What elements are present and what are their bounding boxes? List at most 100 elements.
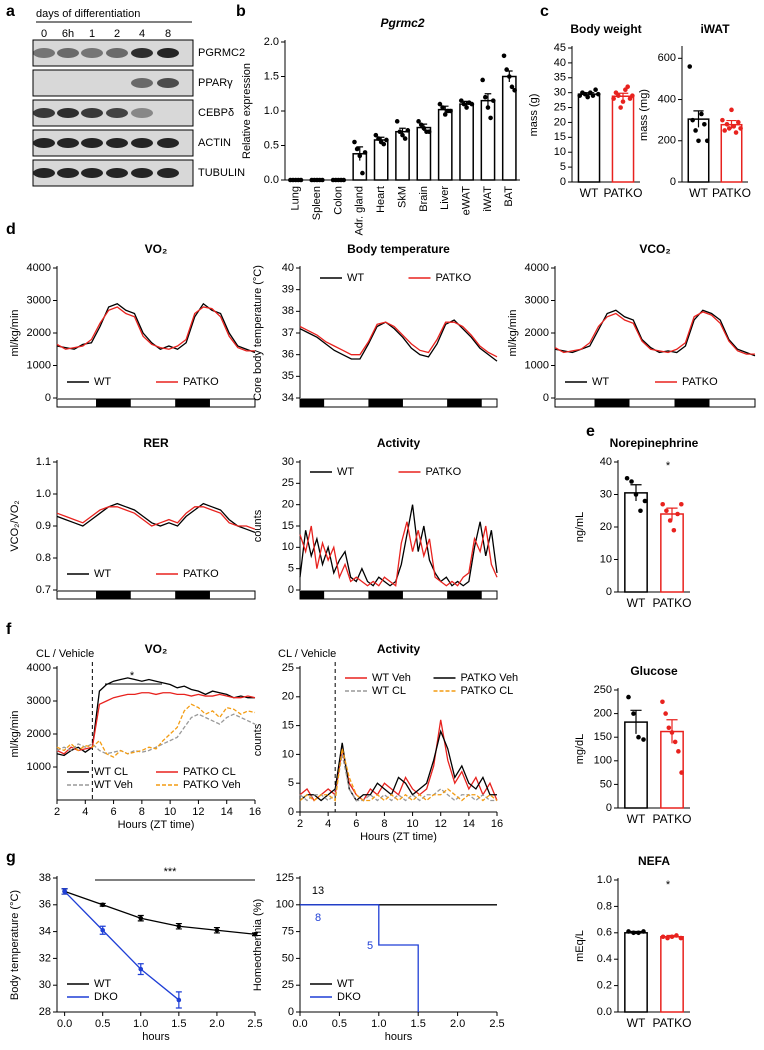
series-line	[299, 521, 498, 587]
y-tick-label: 250	[594, 684, 612, 696]
x-tick-label: Colon	[332, 186, 344, 215]
y-tick-label: 3000	[27, 294, 51, 306]
y-tick-label: 28	[39, 1006, 51, 1018]
series-line	[299, 321, 498, 358]
lane-label: 0	[41, 28, 47, 40]
data-point	[699, 111, 704, 117]
data-point	[624, 475, 630, 481]
protein-label: PGRMC2	[198, 47, 245, 59]
lane-label: 6h	[62, 28, 74, 40]
light-dark-period	[628, 398, 676, 408]
light-dark-period	[401, 590, 449, 600]
legend-label: PATKO	[426, 466, 462, 478]
data-point	[176, 997, 182, 1003]
data-point	[660, 501, 665, 507]
legend-label: WT	[592, 376, 609, 388]
x-tick-label: 12	[435, 818, 447, 830]
y-tick-label: 1.5	[264, 70, 279, 82]
x-tick-label: PATKO	[604, 186, 643, 200]
data-point	[100, 902, 105, 908]
y-tick-label: 0	[606, 586, 612, 598]
lane-label: 1	[89, 28, 95, 40]
data-point	[631, 930, 636, 936]
y-tick-label: 2000	[525, 327, 549, 339]
series-line	[299, 504, 498, 587]
x-tick-label: WT	[580, 186, 599, 200]
data-point	[620, 99, 626, 104]
y-tick-label: 5	[560, 161, 566, 173]
y-tick-label: 0.0	[597, 1006, 612, 1018]
data-point	[704, 138, 710, 144]
y-axis-label: counts	[252, 509, 264, 542]
legend-label: PATKO	[183, 568, 219, 580]
light-dark-period	[674, 398, 710, 408]
data-point	[660, 699, 665, 705]
data-point	[442, 112, 448, 117]
blot-band	[131, 138, 153, 148]
data-point	[448, 108, 453, 114]
x-tick-label: 14	[221, 806, 233, 818]
y-tick-label: 34	[282, 392, 294, 404]
data-point	[405, 128, 411, 133]
series-line	[56, 677, 255, 757]
blot-band	[106, 108, 128, 118]
data-point	[664, 508, 669, 514]
data-point	[625, 84, 630, 90]
bar	[720, 123, 743, 183]
y-tick-label: 25	[282, 979, 294, 991]
y-tick-label: 37	[282, 327, 294, 339]
light-dark-period	[56, 590, 98, 600]
chart-title: Body temperature	[347, 242, 450, 256]
light-dark-period	[129, 590, 177, 600]
chart-title: VO₂	[145, 242, 168, 256]
legend-label: PATKO	[436, 272, 472, 284]
data-point	[480, 77, 485, 83]
y-tick-label: 400	[658, 93, 676, 105]
y-tick-label: 4000	[525, 262, 549, 274]
data-point	[636, 930, 641, 936]
light-dark-period	[96, 590, 131, 600]
legend-label: PATKO	[682, 376, 718, 388]
data-point	[693, 128, 698, 133]
x-tick-label: 2	[297, 818, 303, 830]
data-point	[669, 730, 675, 735]
y-tick-label: 30	[282, 456, 294, 468]
error-bar	[693, 110, 704, 128]
chart-title: Pgrmc2	[380, 16, 424, 30]
y-tick-label: 1.0	[36, 488, 51, 500]
x-tick-label: 12	[192, 806, 204, 818]
y-axis-label: mass (mg)	[638, 89, 650, 141]
data-point	[440, 105, 445, 110]
y-tick-label: 0	[543, 392, 549, 404]
data-point	[577, 93, 583, 98]
blot-band	[57, 138, 79, 148]
y-tick-label: 32	[39, 952, 51, 964]
x-tick-label: 0.5	[95, 1018, 110, 1030]
data-point	[671, 527, 677, 533]
data-point	[400, 132, 405, 138]
blot-band	[81, 138, 103, 148]
x-tick-label: WT	[627, 812, 646, 826]
legend-label: WT CL	[372, 685, 406, 697]
error-bar	[617, 92, 629, 100]
series-line	[300, 904, 419, 1012]
legend-label: WT	[94, 978, 111, 990]
annotation: *	[666, 879, 671, 891]
x-tick-label: Spleen	[311, 186, 323, 220]
y-tick-label: 1000	[27, 359, 51, 371]
data-point	[100, 927, 105, 933]
y-tick-label: 0.7	[36, 584, 51, 596]
x-tick-label: eWAT	[460, 186, 472, 216]
x-tick-label: 1.0	[371, 1018, 386, 1030]
light-dark-period	[594, 398, 630, 408]
chart-title: Activity	[377, 436, 421, 450]
light-dark-period	[208, 590, 256, 600]
y-tick-label: 600	[658, 52, 676, 64]
x-tick-label: 4	[325, 818, 331, 830]
light-dark-period	[323, 398, 370, 408]
annotation: *	[130, 670, 135, 682]
bar	[437, 108, 453, 181]
x-tick-label: Brain	[418, 186, 430, 212]
data-point	[509, 84, 515, 90]
y-tick-label: 75	[282, 926, 294, 938]
